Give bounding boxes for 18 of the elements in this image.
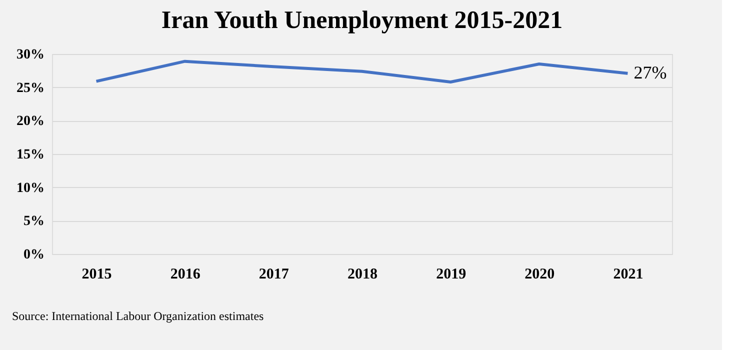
x-tick-label: 2017 [258, 266, 290, 282]
x-tick-label: 2021 [613, 266, 644, 282]
source-note: Source: International Labour Organization estimates [12, 309, 264, 323]
x-tick-label: 2020 [524, 266, 555, 282]
x-tick-label: 2016 [170, 266, 201, 282]
chart-title: Iran Youth Unemployment 2015-2021 [161, 7, 563, 34]
y-tick-label: 20% [16, 114, 44, 130]
y-tick-label: 0% [24, 248, 44, 262]
y-tick-label: 30% [16, 48, 44, 62]
x-tick-label: 2019 [436, 266, 466, 282]
y-tick-label: 15% [16, 148, 44, 162]
y-tick-label: 5% [24, 214, 44, 230]
data-label: 27% [634, 62, 667, 82]
x-tick-label: 2018 [348, 266, 378, 282]
y-tick-label: 10% [16, 180, 44, 196]
y-tick-label: 25% [16, 80, 44, 96]
x-tick-label: 2015 [82, 266, 112, 282]
line-series [94, 60, 630, 84]
